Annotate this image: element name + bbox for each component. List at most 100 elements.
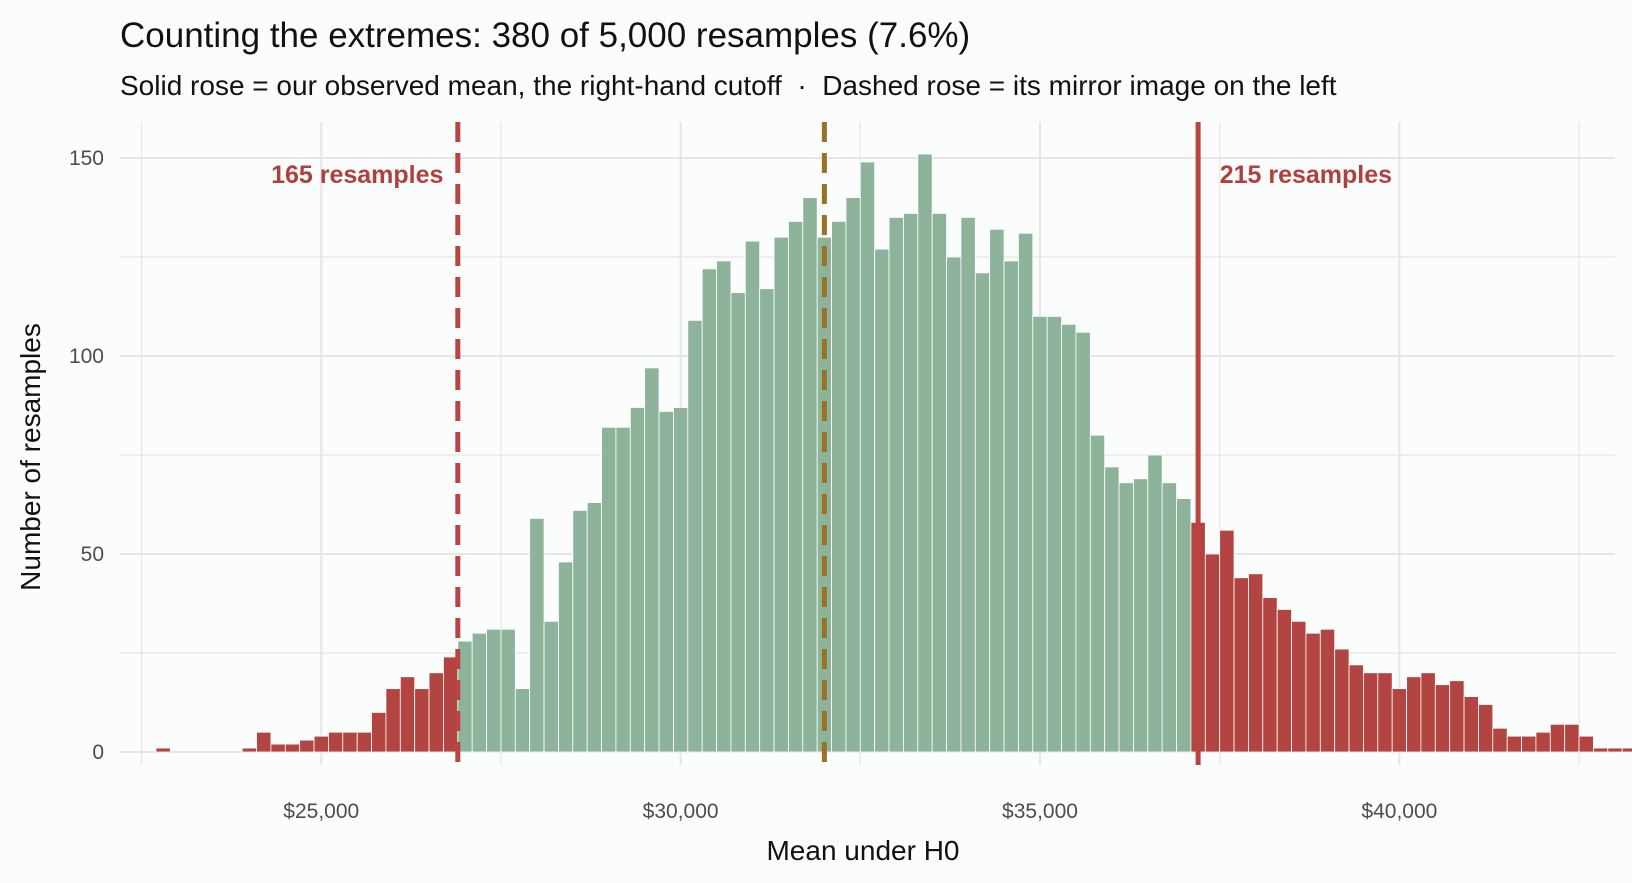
histogram-bar xyxy=(299,739,315,753)
histogram-bar xyxy=(931,213,947,753)
annotations: 165 resamples 215 resamples xyxy=(271,161,1392,189)
histogram-bar xyxy=(1161,482,1177,753)
histogram-bar xyxy=(1248,573,1264,753)
reference-lines xyxy=(455,122,1201,765)
y-tick-label: 0 xyxy=(92,741,104,764)
histogram-bar xyxy=(1219,529,1235,753)
histogram-bar xyxy=(428,672,444,753)
x-tick-label: $40,000 xyxy=(1361,800,1437,823)
histogram-bar xyxy=(1046,315,1062,753)
annotation-label: 215 resamples xyxy=(1220,161,1392,189)
histogram-bar xyxy=(1089,434,1106,753)
histogram-bar xyxy=(673,407,689,753)
histogram-bar xyxy=(500,628,516,753)
histogram-bar xyxy=(1478,704,1494,753)
histogram-bar xyxy=(1564,723,1580,753)
histogram-bar xyxy=(471,632,487,753)
histogram-bar xyxy=(1406,676,1422,753)
histogram-bar xyxy=(759,288,775,753)
y-tick-label: 150 xyxy=(69,147,104,170)
histogram-bar xyxy=(831,220,847,753)
histogram-bar xyxy=(730,292,746,753)
histogram-bar xyxy=(1003,260,1019,753)
histogram-bar xyxy=(543,620,559,753)
histogram-bar xyxy=(1204,553,1221,753)
histogram-bar xyxy=(615,426,631,753)
histogram-bar xyxy=(859,161,876,753)
histogram-bar xyxy=(701,268,717,753)
histogram-bar xyxy=(1607,747,1623,753)
y-axis-ticks: 0 50 100 150 xyxy=(69,147,104,764)
histogram-bar xyxy=(1018,232,1034,753)
histogram-bar xyxy=(644,367,660,753)
bars xyxy=(155,153,1632,753)
histogram-bar xyxy=(903,213,919,753)
histogram-bar xyxy=(529,517,545,753)
histogram-bar xyxy=(874,248,890,753)
histogram-bar xyxy=(1319,628,1336,753)
histogram-bar xyxy=(1061,323,1077,753)
histogram-bar xyxy=(371,712,387,753)
histogram-bar xyxy=(1549,723,1566,753)
histogram-bar xyxy=(687,319,703,753)
histogram-bar xyxy=(1291,620,1307,753)
histogram-bar xyxy=(241,747,257,753)
y-tick-label: 50 xyxy=(81,543,104,566)
histogram-bar xyxy=(788,220,804,753)
x-tick-label: $35,000 xyxy=(1002,800,1078,823)
y-tick-label: 100 xyxy=(69,345,104,368)
histogram-bar xyxy=(385,688,401,753)
x-axis-ticks: $25,000 $30,000 $35,000 $40,000 xyxy=(283,800,1437,823)
histogram-bar xyxy=(1147,454,1163,753)
histogram-bar xyxy=(773,236,789,753)
histogram-bar xyxy=(629,407,646,753)
histogram-bar xyxy=(1621,747,1632,753)
histogram-bar xyxy=(328,731,344,753)
histogram-bar xyxy=(1434,684,1451,753)
histogram-bar xyxy=(443,656,459,753)
chart-subtitle: Solid rose = our observed mean, the righ… xyxy=(120,70,1337,101)
histogram-bar xyxy=(155,747,171,753)
histogram-bar xyxy=(845,197,861,753)
histogram-bar xyxy=(716,260,732,753)
histogram-bar xyxy=(917,153,933,753)
histogram-bar xyxy=(802,197,818,753)
histogram-bar xyxy=(1506,735,1522,753)
histogram-bar xyxy=(601,426,617,753)
histogram-bar xyxy=(1262,597,1278,753)
histogram-bar xyxy=(284,743,301,753)
histogram-bar xyxy=(558,561,574,753)
histogram-bar xyxy=(1449,680,1465,753)
histogram-bar xyxy=(356,731,372,753)
histogram-bar xyxy=(1075,331,1091,753)
histogram-bar xyxy=(256,731,272,753)
histogram-bar xyxy=(572,510,588,753)
histogram-bar xyxy=(313,735,329,753)
histogram-bar xyxy=(586,502,602,753)
histogram-bar xyxy=(1593,747,1609,753)
histogram-bar xyxy=(1276,609,1292,753)
histogram-bar xyxy=(1521,735,1537,753)
histogram-bar xyxy=(1377,672,1393,753)
histogram-bar xyxy=(1032,315,1048,753)
x-axis-title: Mean under H0 xyxy=(766,835,959,866)
histogram-bar xyxy=(989,228,1005,753)
histogram-bar xyxy=(1176,498,1192,753)
histogram-bar xyxy=(1334,648,1350,753)
histogram-bar xyxy=(1363,672,1379,753)
histogram-bar xyxy=(946,256,962,753)
histogram-bar xyxy=(960,216,976,753)
annotation-label: 165 resamples xyxy=(271,161,443,189)
histogram-bar xyxy=(1348,664,1364,753)
histogram-bar xyxy=(1463,696,1479,753)
histogram-bar xyxy=(342,731,358,753)
histogram-bar xyxy=(1492,727,1508,753)
histogram-bar xyxy=(1305,632,1321,753)
histogram-bar xyxy=(1118,482,1134,753)
histogram-bar xyxy=(658,411,674,753)
histogram-bar xyxy=(744,240,761,753)
histogram-bar xyxy=(974,272,991,753)
histogram-bar xyxy=(1233,577,1249,753)
histogram-bar xyxy=(1578,735,1594,753)
